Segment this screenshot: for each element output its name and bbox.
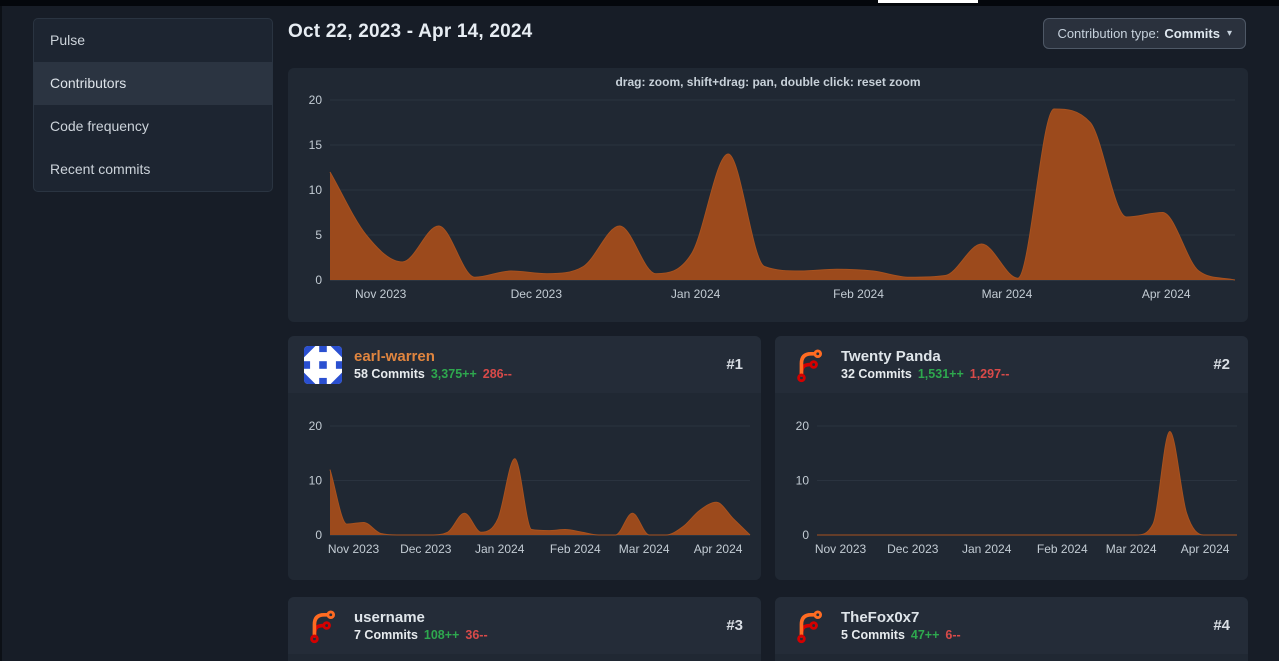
contributor-stats: 5 Commits 47++ 6--	[841, 628, 961, 642]
rank-badge: #4	[1213, 617, 1230, 634]
window-left-edge	[0, 0, 2, 661]
contributor-card: TheFox0x7 5 Commits 47++ 6-- #4	[775, 597, 1248, 661]
svg-text:20: 20	[309, 419, 323, 433]
contributor-card-header: username 7 Commits 108++ 36-- #3	[288, 597, 761, 654]
deletions-count: 286--	[482, 367, 512, 381]
sidebar-item-recent-commits[interactable]: Recent commits	[50, 161, 151, 177]
additions-count: 108++	[423, 628, 460, 642]
svg-text:Dec 2023: Dec 2023	[511, 287, 563, 301]
svg-text:Nov 2023: Nov 2023	[355, 287, 407, 301]
svg-text:0: 0	[802, 528, 809, 542]
contributor-stats: 7 Commits 108++ 36--	[354, 628, 488, 642]
svg-text:15: 15	[309, 138, 323, 152]
contributor-chart[interactable]: 0 10 20 Nov 2023 Dec 2023 Jan 2024 Feb 2024 Mar…	[288, 393, 761, 580]
svg-text:10: 10	[309, 183, 323, 197]
sidebar-item-contributors[interactable]: Contributors	[34, 62, 272, 105]
sidebar-item-code-frequency[interactable]: Code frequency	[50, 118, 149, 134]
contributor-chart[interactable]	[288, 654, 761, 661]
contributor-name[interactable]: TheFox0x7	[841, 609, 920, 626]
svg-text:20: 20	[309, 93, 323, 107]
rank-badge: #3	[726, 617, 743, 634]
contribution-type-value: Commits	[1164, 26, 1220, 41]
svg-text:Feb 2024: Feb 2024	[550, 542, 601, 556]
svg-text:Mar 2024: Mar 2024	[619, 542, 670, 556]
main-contributions-chart[interactable]: 0 5 10 15 20 Nov 2023 Dec 2023 Jan 2024 Feb 2024…	[288, 68, 1248, 322]
deletions-count: 36--	[465, 628, 488, 642]
activity-sidebar: Pulse Contributors Code frequency Recent…	[33, 18, 273, 192]
contributor-card: Twenty Panda 32 Commits 1,531++ 1,297-- …	[775, 336, 1248, 580]
svg-text:Nov 2023: Nov 2023	[815, 542, 867, 556]
contributor-name[interactable]: earl-warren	[354, 348, 435, 365]
contributor-card-header: Twenty Panda 32 Commits 1,531++ 1,297-- …	[775, 336, 1248, 393]
svg-text:20: 20	[796, 419, 810, 433]
svg-text:Apr 2024: Apr 2024	[1181, 542, 1230, 556]
rank-badge: #2	[1213, 356, 1230, 373]
svg-text:Mar 2024: Mar 2024	[982, 287, 1033, 301]
avatar[interactable]	[791, 607, 829, 645]
contributor-card: username 7 Commits 108++ 36-- #3	[288, 597, 761, 661]
svg-text:Jan 2024: Jan 2024	[671, 287, 721, 301]
svg-text:Dec 2023: Dec 2023	[400, 542, 452, 556]
date-range-title: Oct 22, 2023 - Apr 14, 2024	[288, 21, 533, 42]
svg-text:Feb 2024: Feb 2024	[1037, 542, 1088, 556]
contributor-chart[interactable]: 0 10 20 Nov 2023 Dec 2023 Jan 2024 Feb 2024 Mar…	[775, 393, 1248, 580]
contributor-stats: 32 Commits 1,531++ 1,297--	[841, 367, 1009, 381]
forgejo-logo-avatar	[310, 609, 336, 643]
active-tab-underline	[878, 0, 978, 3]
contributor-card: earl-warren 58 Commits 3,375++ 286-- #1 …	[288, 336, 761, 580]
svg-text:Mar 2024: Mar 2024	[1106, 542, 1157, 556]
additions-count: 1,531++	[917, 367, 964, 381]
commit-count: 58 Commits	[354, 367, 425, 381]
commit-count: 5 Commits	[841, 628, 905, 642]
svg-text:5: 5	[315, 228, 322, 242]
chevron-down-icon: ▾	[1226, 28, 1232, 39]
svg-text:Jan 2024: Jan 2024	[475, 542, 525, 556]
deletions-count: 6--	[945, 628, 961, 642]
contributions-chart-panel: drag: zoom, shift+drag: pan, double clic…	[288, 68, 1248, 322]
contributor-name[interactable]: username	[354, 609, 425, 626]
additions-count: 47++	[910, 628, 940, 642]
svg-text:10: 10	[796, 474, 810, 488]
svg-text:0: 0	[315, 528, 322, 542]
contributor-chart[interactable]	[775, 654, 1248, 661]
repo-tab-bar	[0, 0, 1279, 6]
identicon-avatar	[304, 345, 342, 384]
forgejo-logo-avatar	[797, 609, 823, 643]
avatar[interactable]	[791, 346, 829, 384]
svg-text:10: 10	[309, 474, 323, 488]
deletions-count: 1,297--	[969, 367, 1010, 381]
avatar[interactable]	[304, 607, 342, 645]
avatar[interactable]	[304, 345, 342, 384]
contribution-type-label: Contribution type:	[1057, 26, 1160, 41]
svg-text:Jan 2024: Jan 2024	[962, 542, 1012, 556]
svg-text:Apr 2024: Apr 2024	[1142, 287, 1191, 301]
additions-count: 3,375++	[430, 367, 477, 381]
svg-text:Nov 2023: Nov 2023	[328, 542, 380, 556]
forgejo-logo-avatar	[797, 348, 823, 382]
contributor-stats: 58 Commits 3,375++ 286--	[354, 367, 512, 381]
contributor-card-header: earl-warren 58 Commits 3,375++ 286-- #1	[288, 336, 761, 393]
svg-text:Dec 2023: Dec 2023	[887, 542, 939, 556]
svg-text:Apr 2024: Apr 2024	[694, 542, 743, 556]
contributor-card-header: TheFox0x7 5 Commits 47++ 6-- #4	[775, 597, 1248, 654]
commit-count: 7 Commits	[354, 628, 418, 642]
sidebar-item-pulse[interactable]: Pulse	[50, 32, 86, 48]
contribution-type-dropdown[interactable]: Contribution type: Commits ▾	[1043, 18, 1246, 49]
svg-text:0: 0	[315, 273, 322, 287]
commit-count: 32 Commits	[841, 367, 912, 381]
svg-text:Feb 2024: Feb 2024	[833, 287, 884, 301]
contributor-name[interactable]: Twenty Panda	[841, 348, 941, 365]
chart-zoom-hint: drag: zoom, shift+drag: pan, double clic…	[615, 75, 921, 89]
rank-badge: #1	[726, 356, 743, 373]
